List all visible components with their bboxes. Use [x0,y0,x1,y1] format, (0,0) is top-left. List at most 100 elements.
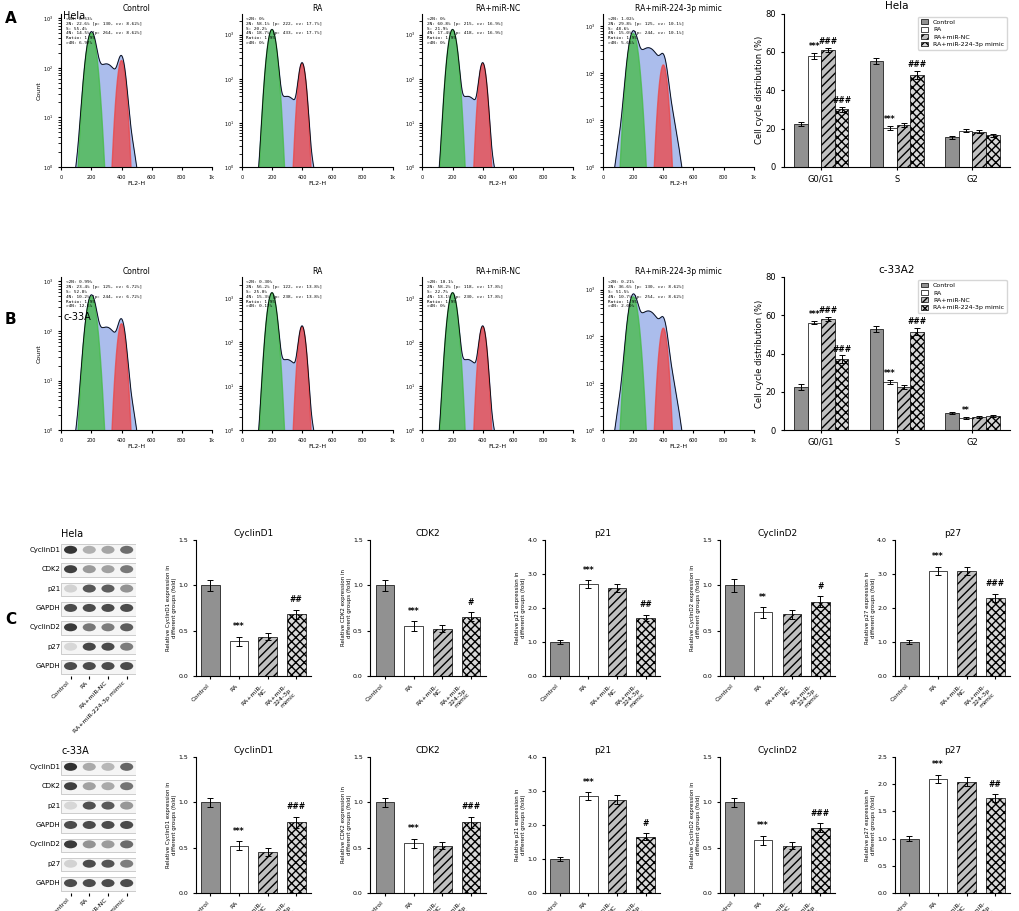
Text: ***: *** [233,622,245,631]
Bar [909,332,923,430]
Bar [550,642,569,676]
Ellipse shape [101,604,114,612]
Title: RA+miR-NC: RA+miR-NC [475,267,520,276]
Text: ##: ## [987,780,1001,789]
Ellipse shape [120,662,133,670]
Ellipse shape [83,802,96,810]
Bar [971,417,985,430]
Bar [971,131,985,167]
Text: ***: *** [582,566,594,575]
Bar [550,859,569,893]
Ellipse shape [64,642,77,650]
Ellipse shape [120,802,133,810]
Ellipse shape [101,763,114,771]
Bar [882,128,896,167]
Title: CyclinD1: CyclinD1 [233,529,273,537]
Bar [899,838,918,893]
Ellipse shape [64,585,77,592]
Bar [956,782,975,893]
Bar [899,642,918,676]
Text: ##: ## [289,595,303,604]
Bar [820,319,834,430]
Bar [61,858,136,872]
Bar [725,586,743,676]
Text: Hela: Hela [63,11,86,21]
Bar [793,124,807,167]
Bar [753,840,771,893]
Bar [636,618,654,676]
Bar [807,56,820,167]
Bar [61,761,136,774]
Y-axis label: Relative CDK2 expression in
different groups (fold): Relative CDK2 expression in different gr… [340,569,352,647]
Y-axis label: Relative CyclinD1 expression in
different groups (fold): Relative CyclinD1 expression in differen… [166,565,176,651]
Text: ###: ### [984,579,1004,589]
Ellipse shape [101,821,114,829]
Bar [404,626,423,676]
Bar [258,637,276,676]
Y-axis label: Relative CyclinD2 expression in
different groups (fold): Relative CyclinD2 expression in differen… [690,565,700,651]
Text: CDK2: CDK2 [42,783,60,789]
X-axis label: FL2-H: FL2-H [668,181,687,186]
Legend: Control, RA, RA+miR-NC, RA+miR-224-3p mimic: Control, RA, RA+miR-NC, RA+miR-224-3p mi… [917,280,1006,312]
Y-axis label: Relative p21 expression in
different groups (fold): Relative p21 expression in different gro… [515,572,526,644]
Bar [882,383,896,430]
Ellipse shape [64,604,77,612]
Text: <2N: 0.99%
2N: 23.4% [p: 125, cv: 6.72%]
S: 52.8%
4N: 10.2% [p: 244, cv: 6.72%]
: <2N: 0.99% 2N: 23.4% [p: 125, cv: 6.72%]… [65,280,142,309]
Bar [61,602,136,616]
Y-axis label: Relative CyclinD1 expression in
different groups (fold): Relative CyclinD1 expression in differen… [166,782,176,868]
Ellipse shape [101,565,114,573]
Bar [868,61,882,167]
Ellipse shape [101,783,114,790]
Text: #: # [468,598,474,607]
Text: p27: p27 [47,861,60,866]
Text: CyclinD2: CyclinD2 [30,624,60,630]
Bar [985,136,999,167]
Ellipse shape [101,642,114,650]
Bar [61,563,136,577]
Ellipse shape [83,623,96,631]
Ellipse shape [101,840,114,848]
Ellipse shape [101,802,114,810]
Bar [607,588,626,676]
Text: c-33A: c-33A [61,746,89,756]
Text: ###: ### [817,37,837,46]
Bar [896,387,909,430]
Bar [579,584,597,676]
X-axis label: FL2-H: FL2-H [308,181,326,186]
Ellipse shape [83,879,96,887]
Text: ###: ### [907,317,926,326]
Title: p21: p21 [594,746,610,755]
Bar [61,660,136,674]
Ellipse shape [120,546,133,554]
Bar [61,838,136,852]
Text: p27: p27 [47,644,60,650]
Text: CyclinD1: CyclinD1 [30,547,60,553]
Ellipse shape [101,546,114,554]
Ellipse shape [83,546,96,554]
Text: **: ** [961,406,968,415]
Bar [375,803,394,893]
X-axis label: FL2-H: FL2-H [308,445,326,449]
Ellipse shape [64,821,77,829]
Y-axis label: Relative CyclinD2 expression in
different groups (fold): Relative CyclinD2 expression in differen… [690,782,700,868]
X-axis label: FL2-H: FL2-H [488,445,506,449]
Ellipse shape [64,840,77,848]
Bar [834,359,848,430]
Bar [810,601,829,676]
Bar [61,583,136,597]
Bar [607,800,626,893]
Text: ###: ### [907,60,926,69]
Ellipse shape [83,642,96,650]
Text: <2N: 0%
2N: 58.1% [p: 222, cv: 17.7%]
S: 20.2%
4N: 18.7% [p: 433, cv: 17.7%]
Rat: <2N: 0% 2N: 58.1% [p: 222, cv: 17.7%] S:… [247,16,322,46]
Title: CyclinD2: CyclinD2 [757,746,797,755]
Bar [462,823,480,893]
Ellipse shape [120,821,133,829]
Text: ###: ### [817,306,837,315]
Bar [945,138,958,167]
Y-axis label: Count: Count [37,81,42,99]
Bar [375,586,394,676]
Text: ***: *** [408,824,419,833]
Ellipse shape [83,783,96,790]
Bar [927,779,947,893]
Title: Control: Control [122,267,151,276]
